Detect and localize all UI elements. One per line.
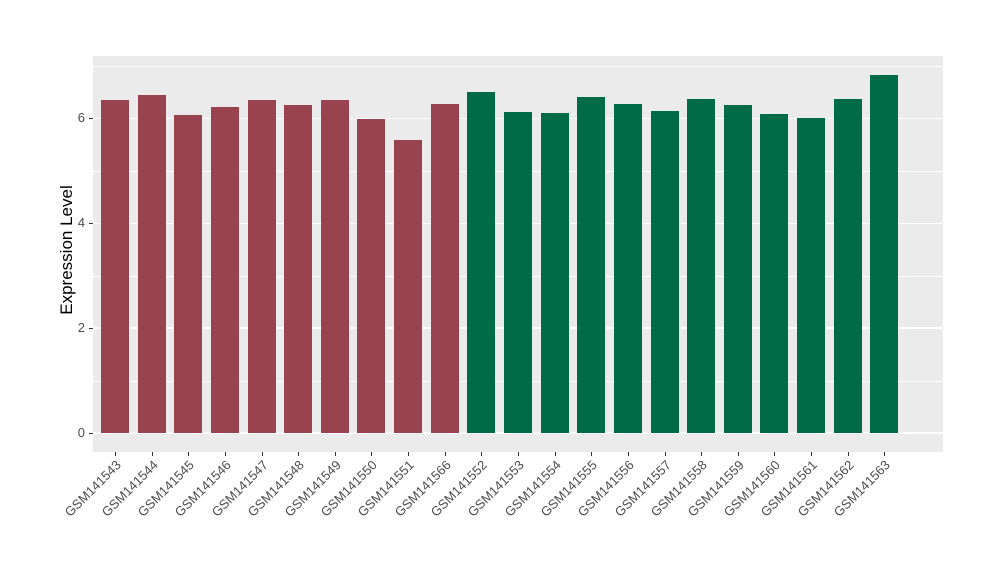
x-tick-mark — [151, 452, 153, 456]
bar-GSM141544 — [137, 95, 166, 434]
y-tick-mark — [89, 433, 93, 435]
x-tick-mark — [114, 452, 116, 456]
bar-GSM141559 — [723, 105, 752, 434]
bar-GSM141543 — [100, 100, 129, 434]
x-tick-mark — [591, 452, 593, 456]
x-tick-mark — [334, 452, 336, 456]
x-tick-mark — [664, 452, 666, 456]
bar-GSM141566 — [430, 104, 459, 434]
bar-GSM141561 — [797, 117, 826, 434]
y-tick-label: 4 — [77, 215, 85, 231]
x-tick-mark — [847, 452, 849, 456]
y-axis-title: Expression Level — [57, 185, 76, 315]
x-tick-mark — [481, 452, 483, 456]
bar-GSM141560 — [760, 114, 789, 434]
x-tick-mark — [811, 452, 813, 456]
x-tick-mark — [554, 452, 556, 456]
bar-GSM141556 — [613, 104, 642, 434]
bar-GSM141552 — [467, 91, 496, 434]
x-tick-mark — [627, 452, 629, 456]
y-tick-mark — [89, 118, 93, 120]
x-tick-mark — [408, 452, 410, 456]
x-tick-mark — [701, 452, 703, 456]
bar-GSM141545 — [174, 115, 203, 434]
bar-GSM141557 — [650, 110, 679, 434]
x-tick-mark — [518, 452, 519, 456]
bar-GSM141546 — [210, 106, 239, 434]
bar-GSM141547 — [247, 100, 276, 434]
gridline-minor — [93, 65, 943, 67]
x-tick-mark — [188, 452, 190, 456]
y-tick-mark — [89, 223, 93, 225]
bar-GSM141555 — [577, 96, 606, 434]
bar-GSM141558 — [687, 99, 716, 434]
x-tick-mark — [737, 452, 739, 456]
bar-GSM141562 — [833, 99, 862, 434]
x-tick-mark — [298, 452, 300, 456]
bar-GSM141551 — [394, 139, 423, 434]
x-tick-mark — [261, 452, 263, 456]
bar-GSM141548 — [284, 105, 313, 434]
y-tick-label: 6 — [77, 110, 85, 126]
x-tick-mark — [371, 452, 373, 456]
bar-GSM141549 — [320, 100, 349, 434]
bar-GSM141553 — [504, 111, 532, 434]
x-tick-mark — [224, 452, 226, 456]
x-tick-mark — [774, 452, 776, 456]
bar-GSM141563 — [870, 75, 899, 434]
y-tick-label: 0 — [77, 425, 85, 441]
y-tick-label: 2 — [77, 320, 85, 336]
x-tick-mark — [884, 452, 886, 456]
bar-GSM141550 — [357, 118, 386, 434]
y-tick-mark — [89, 328, 93, 330]
x-tick-mark — [444, 452, 446, 456]
bar-GSM141554 — [540, 113, 569, 434]
plot-panel — [93, 56, 943, 452]
